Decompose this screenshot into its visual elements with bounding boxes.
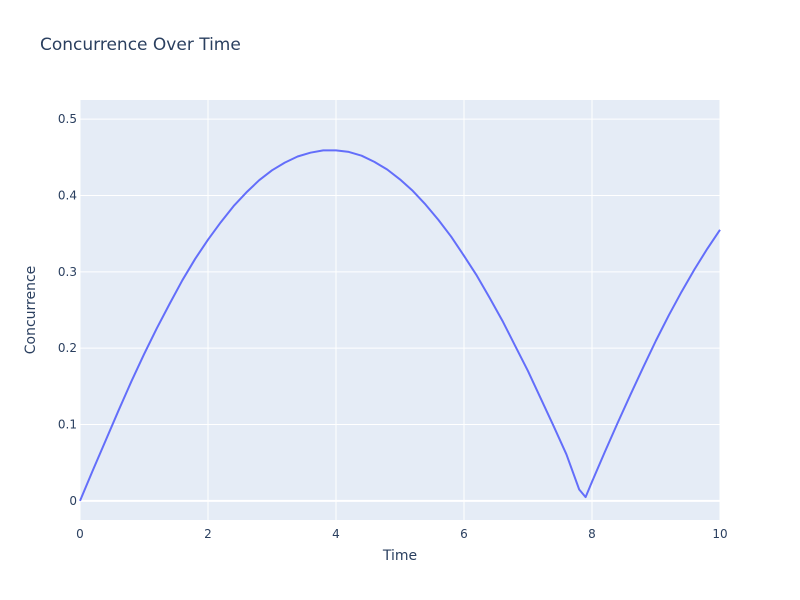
y-tick-label: 0.3 xyxy=(58,265,77,279)
x-axis-ticks: 0 2 4 6 8 10 xyxy=(76,527,727,541)
chart-title: Concurrence Over Time xyxy=(40,35,241,55)
plot-area xyxy=(80,100,720,520)
y-tick-label: 0.1 xyxy=(58,418,77,432)
y-tick-label: 0.5 xyxy=(58,112,77,126)
series-group xyxy=(79,149,721,502)
y-axis-ticks: 0 0.1 0.2 0.3 0.4 0.5 xyxy=(58,112,77,508)
x-axis-label: Time xyxy=(382,548,417,564)
y-axis-label: Concurrence xyxy=(23,266,39,355)
x-tick-label: 8 xyxy=(588,527,596,541)
x-tick-label: 0 xyxy=(76,527,84,541)
y-tick-label: 0.4 xyxy=(58,188,77,202)
grid-lines xyxy=(79,100,721,520)
y-tick-label: 0 xyxy=(69,494,77,508)
y-tick-label: 0.2 xyxy=(58,341,77,355)
x-tick-label: 6 xyxy=(460,527,468,541)
x-tick-label: 10 xyxy=(712,527,727,541)
x-tick-label: 4 xyxy=(332,527,340,541)
series-line xyxy=(79,149,721,502)
x-tick-label: 2 xyxy=(204,527,212,541)
